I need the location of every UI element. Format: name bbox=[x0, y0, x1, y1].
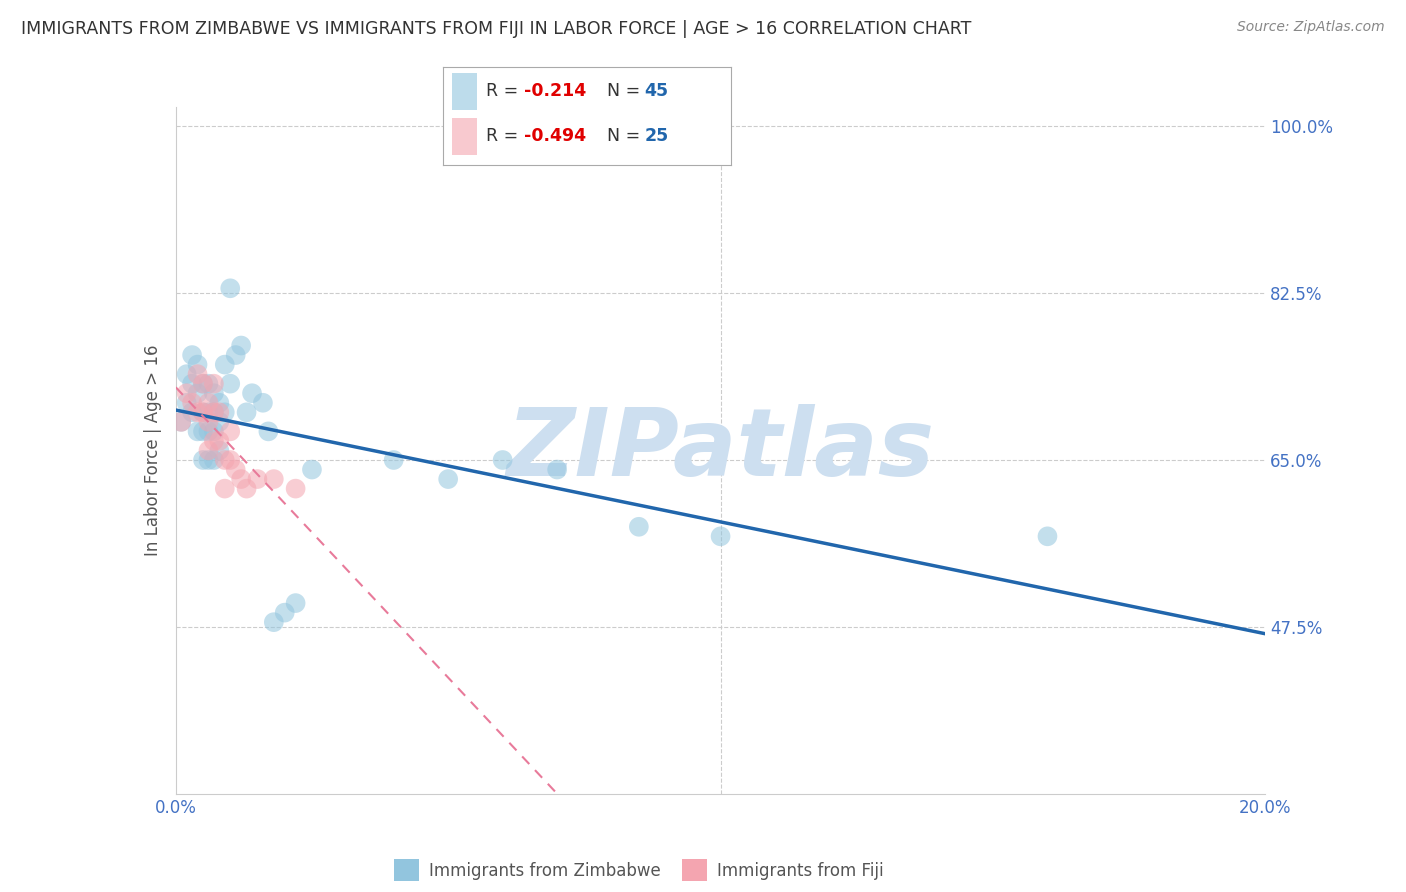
Text: N =: N = bbox=[607, 127, 645, 145]
Point bbox=[246, 472, 269, 486]
Point bbox=[214, 358, 236, 372]
Point bbox=[208, 396, 231, 410]
Point bbox=[263, 615, 285, 630]
Point bbox=[263, 472, 285, 486]
Point bbox=[202, 425, 225, 439]
Point bbox=[627, 520, 650, 534]
Text: R =: R = bbox=[486, 127, 524, 145]
Point bbox=[231, 472, 253, 486]
Point bbox=[252, 396, 274, 410]
FancyBboxPatch shape bbox=[451, 118, 478, 155]
Text: Immigrants from Fiji: Immigrants from Fiji bbox=[717, 862, 884, 880]
Point bbox=[186, 425, 209, 439]
Point bbox=[176, 367, 198, 381]
Point bbox=[219, 453, 242, 467]
Point bbox=[1036, 529, 1059, 543]
Y-axis label: In Labor Force | Age > 16: In Labor Force | Age > 16 bbox=[143, 344, 162, 557]
Point bbox=[202, 453, 225, 467]
Point bbox=[214, 453, 236, 467]
Point bbox=[181, 405, 204, 419]
Text: ZIPatlas: ZIPatlas bbox=[506, 404, 935, 497]
Point bbox=[202, 405, 225, 419]
Point bbox=[257, 425, 280, 439]
Point bbox=[235, 482, 257, 496]
Point bbox=[197, 453, 219, 467]
Point bbox=[202, 386, 225, 401]
Point bbox=[382, 453, 405, 467]
Point bbox=[170, 415, 193, 429]
Point bbox=[170, 415, 193, 429]
Point bbox=[219, 425, 242, 439]
Point bbox=[197, 415, 219, 429]
Point bbox=[176, 396, 198, 410]
Point bbox=[208, 415, 231, 429]
Point bbox=[219, 376, 242, 391]
Text: -0.214: -0.214 bbox=[523, 82, 586, 101]
Point bbox=[202, 376, 225, 391]
Text: Source: ZipAtlas.com: Source: ZipAtlas.com bbox=[1237, 20, 1385, 34]
Point bbox=[197, 443, 219, 458]
Point bbox=[181, 396, 204, 410]
Text: -0.494: -0.494 bbox=[523, 127, 586, 145]
Point bbox=[437, 472, 460, 486]
Point bbox=[202, 405, 225, 419]
Point bbox=[197, 425, 219, 439]
Point bbox=[235, 405, 257, 419]
FancyBboxPatch shape bbox=[451, 73, 478, 110]
Text: R =: R = bbox=[486, 82, 524, 101]
Point bbox=[301, 462, 323, 476]
Text: 25: 25 bbox=[644, 127, 669, 145]
Point bbox=[191, 453, 214, 467]
Point bbox=[197, 376, 219, 391]
Point bbox=[284, 482, 307, 496]
Point bbox=[710, 529, 733, 543]
Point bbox=[225, 348, 247, 362]
Point bbox=[191, 376, 214, 391]
Point bbox=[191, 405, 214, 419]
Point bbox=[231, 338, 253, 352]
Point bbox=[240, 386, 263, 401]
Text: N =: N = bbox=[607, 82, 645, 101]
Text: Immigrants from Zimbabwe: Immigrants from Zimbabwe bbox=[429, 862, 661, 880]
Point bbox=[176, 386, 198, 401]
Point bbox=[214, 482, 236, 496]
Point bbox=[208, 405, 231, 419]
Point bbox=[191, 376, 214, 391]
Point bbox=[208, 434, 231, 448]
Point bbox=[197, 396, 219, 410]
Point bbox=[181, 376, 204, 391]
Point bbox=[191, 405, 214, 419]
Point bbox=[274, 606, 297, 620]
Point bbox=[181, 348, 204, 362]
Point bbox=[186, 405, 209, 419]
Point bbox=[214, 405, 236, 419]
Point bbox=[186, 386, 209, 401]
Text: 45: 45 bbox=[644, 82, 669, 101]
Point bbox=[208, 443, 231, 458]
Point bbox=[202, 434, 225, 448]
Point bbox=[284, 596, 307, 610]
Point bbox=[186, 358, 209, 372]
Point bbox=[492, 453, 515, 467]
Point bbox=[546, 462, 568, 476]
Point bbox=[186, 367, 209, 381]
Point bbox=[225, 462, 247, 476]
Point bbox=[219, 281, 242, 295]
Point bbox=[191, 425, 214, 439]
Point bbox=[197, 405, 219, 419]
Text: IMMIGRANTS FROM ZIMBABWE VS IMMIGRANTS FROM FIJI IN LABOR FORCE | AGE > 16 CORRE: IMMIGRANTS FROM ZIMBABWE VS IMMIGRANTS F… bbox=[21, 20, 972, 37]
